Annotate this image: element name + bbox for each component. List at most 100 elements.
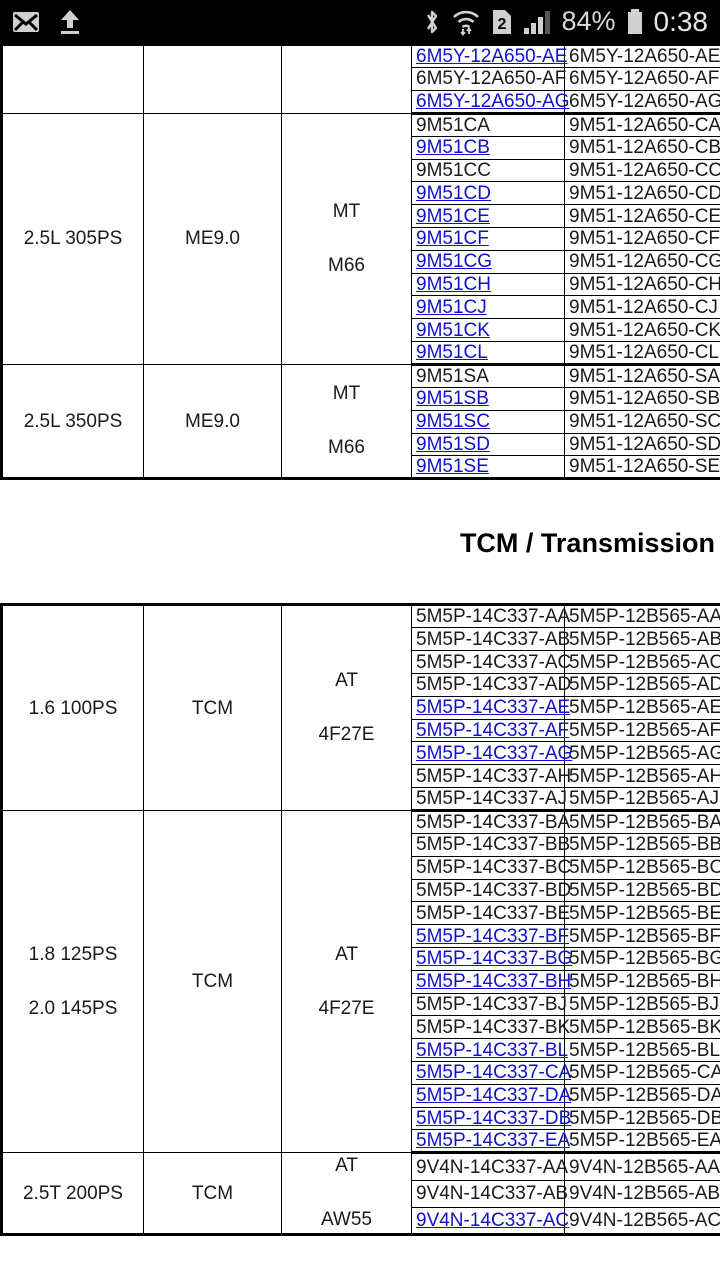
part-code-link[interactable]: 9M51CD [411,181,565,206]
part-code-anchor[interactable]: 5M5P-14C337-BG [416,948,573,970]
full-part-number-cell: 5M5P-12B565-BJ [564,992,720,1017]
part-code-anchor[interactable]: 5M5P-14C337-DA [416,1085,572,1107]
section-heading-tcm: TCM / Transmission [459,528,715,559]
part-code-link[interactable]: 5M5P-14C337-AF [411,718,569,743]
status-bar[interactable]: 2 84% 0:38 [0,0,720,43]
table-row: 6M5Y-12A650-AF 6M5Y-12A650-AF [2,67,720,91]
part-code-link[interactable]: 9M51SC [411,409,565,434]
part-code-anchor[interactable]: 9M51CD [416,182,491,204]
table-row: 5M5P-14C337-CA 5M5P-12B565-CA [2,1060,720,1085]
part-code-link[interactable]: 9M51SE [411,455,565,481]
part-code-text: 5M5P-14C337-AA [411,604,570,629]
full-part-number-cell: 5M5P-12B565-BH [564,969,720,994]
part-code-link[interactable]: 9V4N-14C337-AC [411,1206,569,1237]
part-code-anchor[interactable]: 5M5P-14C337-AE [416,697,571,719]
table-row: 5M5P-14C337-BB 5M5P-12B565-BB [2,832,720,857]
part-code-text: 9M51CC [411,158,565,183]
table-row: 5M5P-14C337-AF 5M5P-12B565-AF [2,718,720,743]
part-code-link[interactable]: 9M51CL [411,340,565,366]
part-code-anchor[interactable]: 9M51SE [416,456,489,478]
part-code-link[interactable]: 9M51SB [411,386,565,411]
table-row: 5M5P-14C337-AG 5M5P-12B565-AG [2,741,720,766]
part-code-anchor[interactable]: 5M5P-14C337-BL [416,1039,569,1061]
full-part-number-cell: 5M5P-12B565-DA [564,1083,720,1108]
part-code-link[interactable]: 5M5P-14C337-CA [411,1060,571,1085]
table-row: 5M5P-14C337-BK 5M5P-12B565-BK [2,1015,720,1040]
part-code-anchor[interactable]: 6M5Y-12A650-AG [416,90,570,112]
part-code-link[interactable]: 5M5P-14C337-AG [411,741,572,766]
part-code-anchor[interactable]: 5M5P-14C337-CA [416,1062,572,1084]
transmission-cell: MT M66 [281,112,412,365]
part-code-anchor[interactable]: 9M51SC [416,411,490,433]
part-code-anchor[interactable]: 5M5P-14C337-AG [416,742,573,764]
part-code-link[interactable]: 9M51SD [411,432,565,457]
full-part-number-cell: 5M5P-12B565-AJ [564,786,720,812]
full-part-number-cell: 5M5P-12B565-AC [564,650,720,674]
part-code-anchor[interactable]: 9M51CH [416,273,491,295]
full-part-number-cell: 9M51-12A650-CE [564,204,720,228]
part-code-link[interactable]: 5M5P-14C337-BH [411,969,571,994]
part-code-link[interactable]: 5M5P-14C337-DB [411,1106,571,1131]
part-code-text: 5M5P-14C337-BB [411,832,570,857]
part-code-anchor[interactable]: 5M5P-14C337-DB [416,1107,572,1129]
part-code-link[interactable]: 5M5P-14C337-AE [411,695,570,720]
part-code-anchor[interactable]: 9M51CK [416,319,490,341]
full-part-number-cell: 5M5P-12B565-BL [564,1038,720,1062]
full-part-number-cell: 9M51-12A650-SA [564,363,720,388]
full-part-number-cell: 5M5P-12B565-AH [564,764,720,788]
full-part-number-cell: 5M5P-12B565-BD [564,878,720,903]
part-code-link[interactable]: 5M5P-14C337-BF [411,924,569,948]
part-code-link[interactable]: 6M5Y-12A650-AE [411,44,568,68]
part-code-anchor[interactable]: 9M51SB [416,388,489,410]
part-code-text: 5M5P-14C337-AD [411,672,571,697]
table-row: 5M5P-14C337-BJ 5M5P-12B565-BJ [2,992,720,1017]
tcm-transmission-table-wrap: 1.6 100PS TCM AT 4F27E 5M5P-14C337-AA 5M5P-12… [0,603,720,1237]
part-code-anchor[interactable]: 5M5P-14C337-BF [416,925,570,947]
part-code-link[interactable]: 5M5P-14C337-BL [411,1038,569,1062]
full-part-number-cell: 6M5Y-12A650-AF [564,67,720,91]
table-row: 9M51CE 9M51-12A650-CE [2,204,720,228]
part-code-anchor[interactable]: 9M51CL [416,341,488,363]
transmission-cell: AT 4F27E [281,604,412,811]
part-code-anchor[interactable]: 9M51CJ [416,296,487,318]
part-code-anchor[interactable]: 5M5P-14C337-BH [416,971,572,993]
spacer-before-table-2 [0,559,720,603]
part-code-anchor[interactable]: 9M51CG [416,251,493,273]
full-part-number-cell: 9M51-12A650-CC [564,158,720,183]
part-code-link[interactable]: 9M51CG [411,249,565,274]
full-part-number-cell: 5M5P-12B565-BK [564,1015,720,1040]
part-code-link[interactable]: 5M5P-14C337-DA [411,1083,571,1108]
part-code-link[interactable]: 6M5Y-12A650-AG [411,89,570,115]
part-code-anchor[interactable]: 9M51SD [416,433,490,455]
part-code-link[interactable]: 9M51CK [411,318,565,342]
part-code-anchor[interactable]: 9V4N-14C337-AC [416,1210,570,1232]
ecu-engine-table: 6M5Y-12A650-AE 6M5Y-12A650-AE 6M5Y-12A650-… [0,43,720,481]
transmission-cell: MT M66 [281,363,412,480]
part-code-link[interactable]: 5M5P-14C337-BG [411,946,572,971]
table-row: 2.5T 200PS TCM AT AW55 9V4N-14C337-AA 9V4N-12… [1,1152,720,1236]
table-row: 5M5P-14C337-BC 5M5P-12B565-BC [2,855,720,880]
part-code-link[interactable]: 9M51CJ [411,295,565,320]
part-code-link[interactable]: 9M51CB [411,135,565,160]
full-part-number-cell: 5M5P-12B565-BE [564,901,720,926]
part-code-anchor[interactable]: 9M51CE [416,205,490,227]
part-code-anchor[interactable]: 5M5P-14C337-EA [416,1130,571,1152]
signal-icon [523,9,551,35]
engine-cell: 1.6 100PS [1,604,144,811]
part-code-anchor[interactable]: 9M51CB [416,137,490,159]
part-code-text: 9V4N-14C337-AB [411,1179,568,1208]
part-code-anchor[interactable]: 9M51CF [416,228,489,250]
part-code-text: 5M5P-14C337-AH [411,764,571,788]
part-code-link[interactable]: 9M51CH [411,272,565,297]
part-code-text: 5M5P-14C337-BK [411,1015,570,1040]
part-code-anchor[interactable]: 6M5Y-12A650-AE [416,46,568,67]
part-code-anchor[interactable]: 5M5P-14C337-AF [416,719,570,741]
part-code-link[interactable]: 9M51CE [411,204,565,228]
full-part-number-cell: 5M5P-12B565-AE [564,695,720,720]
table-row: 9M51SB 9M51-12A650-SB [2,386,720,411]
table-row: 5M5P-14C337-BG 5M5P-12B565-BG [2,946,720,971]
part-code-link[interactable]: 5M5P-14C337-EA [411,1129,570,1155]
part-code-text: 5M5P-14C337-AJ [411,786,567,812]
part-code-link[interactable]: 9M51CF [411,226,565,251]
full-part-number-cell: 5M5P-12B565-BC [564,855,720,880]
